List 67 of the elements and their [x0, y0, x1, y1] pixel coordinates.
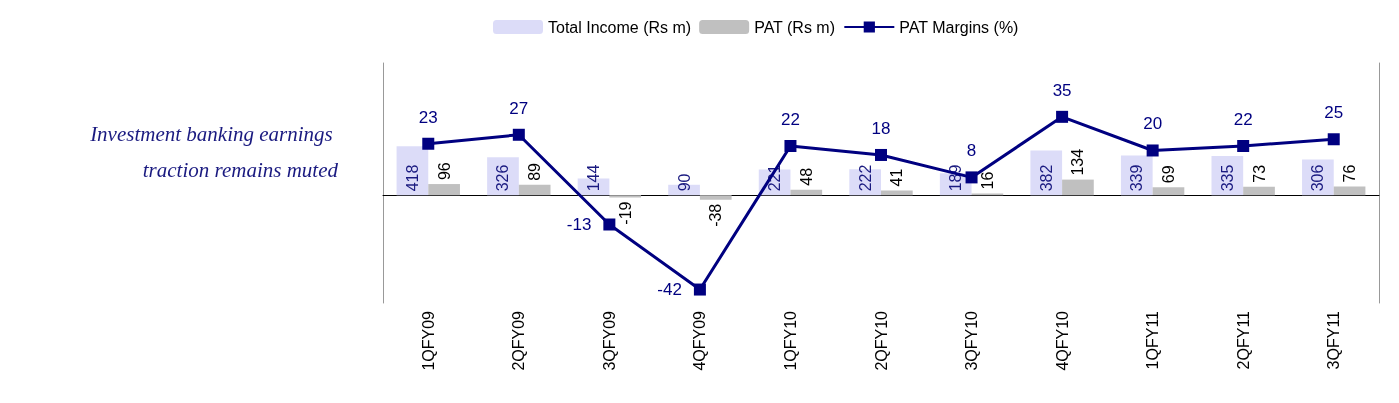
point [1146, 144, 1159, 157]
data-label: 339 [1128, 164, 1146, 192]
x-tick-label: 3QFY11 [1325, 310, 1343, 370]
data-label: 306 [1309, 164, 1327, 192]
x-tick-label: 2QFY10 [872, 310, 890, 371]
bar [790, 189, 823, 196]
data-label: 89 [526, 162, 544, 181]
data-label: 18 [871, 118, 891, 138]
data-label: 335 [1218, 164, 1236, 192]
data-label: 23 [418, 107, 438, 127]
legend-label: PAT (Rs m) [754, 18, 836, 36]
data-label: 48 [797, 167, 815, 186]
legend-label: Total Income (Rs m) [548, 18, 692, 36]
x-tick-label: 4QFY09 [691, 310, 709, 371]
point [693, 283, 706, 296]
text: Investment banking earnings traction remains muted [89, 122, 339, 182]
x-tick-label: 3QFY10 [963, 310, 981, 371]
point [512, 128, 525, 141]
legend-label: PAT Margins (%) [899, 18, 1019, 36]
bar [1062, 179, 1094, 196]
point [965, 171, 978, 184]
bar [609, 195, 642, 198]
bar [1243, 186, 1275, 196]
bar [428, 184, 460, 196]
point [875, 148, 887, 161]
data-label: -42 [657, 280, 682, 300]
point [603, 218, 616, 231]
data-label: -13 [566, 215, 592, 234]
data-label: 27 [509, 98, 529, 118]
point [422, 137, 435, 150]
x-tick-label: 2QFY09 [510, 310, 528, 371]
data-label: 41 [888, 168, 906, 187]
data-label: 16 [978, 171, 996, 190]
data-label: 96 [435, 162, 453, 181]
data-label: 25 [1324, 103, 1344, 123]
data-label: -19 [616, 201, 634, 225]
x-tick-label: 4QFY10 [1053, 310, 1071, 371]
x-tick-label: 1QFY11 [1144, 310, 1162, 370]
data-label: 22 [1233, 109, 1253, 129]
point [784, 139, 797, 152]
data-label: 73 [1250, 164, 1268, 183]
data-label: 90 [675, 173, 693, 192]
x-tick-label: 3QFY09 [600, 310, 618, 371]
data-label: 144 [585, 164, 603, 192]
data-label: -38 [707, 203, 725, 227]
data-label: 326 [494, 164, 512, 192]
point [1237, 139, 1250, 152]
data-label: 69 [1159, 165, 1177, 184]
data-label: 22 [780, 109, 800, 129]
bar [881, 190, 913, 196]
data-label: 35 [1052, 80, 1072, 100]
data-label: 222 [856, 164, 874, 192]
x-tick-label: 2QFY11 [1234, 310, 1252, 370]
x-tick-label: 1QFY10 [781, 310, 799, 371]
bar [1152, 187, 1185, 196]
bar [518, 184, 551, 196]
point [1056, 110, 1069, 123]
bar [699, 195, 732, 200]
data-label: 382 [1037, 164, 1055, 192]
data-label: 8 [966, 141, 977, 161]
bar [1333, 186, 1366, 196]
point [1327, 133, 1340, 146]
data-label: 76 [1341, 164, 1359, 183]
x-tick-label: 1QFY09 [419, 310, 437, 371]
data-label: 134 [1069, 148, 1087, 176]
data-label: 418 [403, 164, 421, 192]
data-label: 20 [1143, 114, 1163, 134]
